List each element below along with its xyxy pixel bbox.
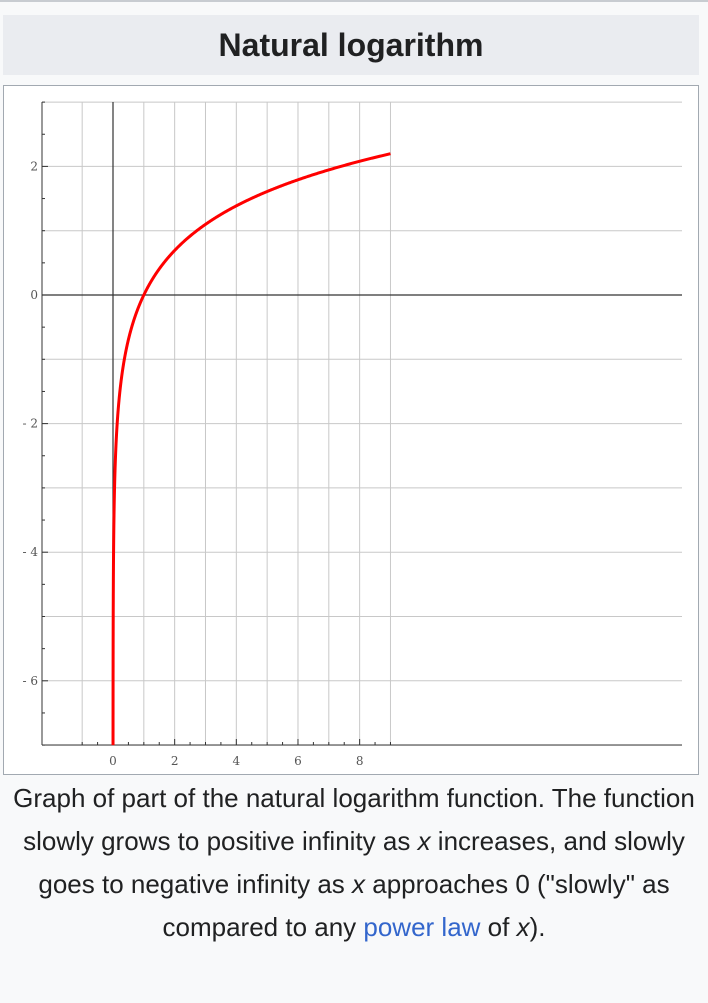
y-tick-label: 0 <box>30 288 38 302</box>
caption-var-x: x <box>417 826 431 856</box>
x-tick-label: 8 <box>356 754 364 768</box>
figure-caption: Graph of part of the natural logarithm f… <box>0 777 708 949</box>
y-tick-label: 2 <box>30 159 38 173</box>
x-tick-label: 4 <box>232 754 240 768</box>
ticks <box>42 101 391 746</box>
y-tick-label: - 6 <box>22 674 38 688</box>
tick-labels: 0 2 4 6 8 2 0 - 2 - 4 - 6 <box>22 159 363 768</box>
caption-text-2: increases, and slowly goes to negative i… <box>38 826 685 899</box>
caption-text-1: Graph of part of the natural logarithm f… <box>13 783 695 856</box>
y-tick-label: - 2 <box>22 417 38 431</box>
ln-curve <box>111 152 391 747</box>
power-law-link[interactable]: power law <box>363 912 481 942</box>
infobox-title: Natural logarithm <box>218 26 484 63</box>
x-tick-label: 6 <box>294 754 302 768</box>
caption-var-x: x <box>352 869 366 899</box>
x-tick-label: 0 <box>109 754 117 768</box>
curve-layer <box>111 152 391 747</box>
chart-frame: 0 2 4 6 8 2 0 - 2 - 4 - 6 <box>3 85 699 775</box>
ln-chart: 0 2 4 6 8 2 0 - 2 - 4 - 6 <box>22 101 682 768</box>
caption-text-4: of <box>480 912 517 942</box>
top-border <box>0 0 708 2</box>
caption-text-5: ). <box>529 912 546 942</box>
grid-lines <box>42 101 682 746</box>
y-tick-label: - 4 <box>22 545 38 559</box>
caption-text-3: approaches 0 ("slowly" as compared to an… <box>162 869 670 942</box>
caption-var-x: x <box>516 912 530 942</box>
infobox-title-bar: Natural logarithm <box>3 15 699 75</box>
x-tick-label: 2 <box>171 754 179 768</box>
